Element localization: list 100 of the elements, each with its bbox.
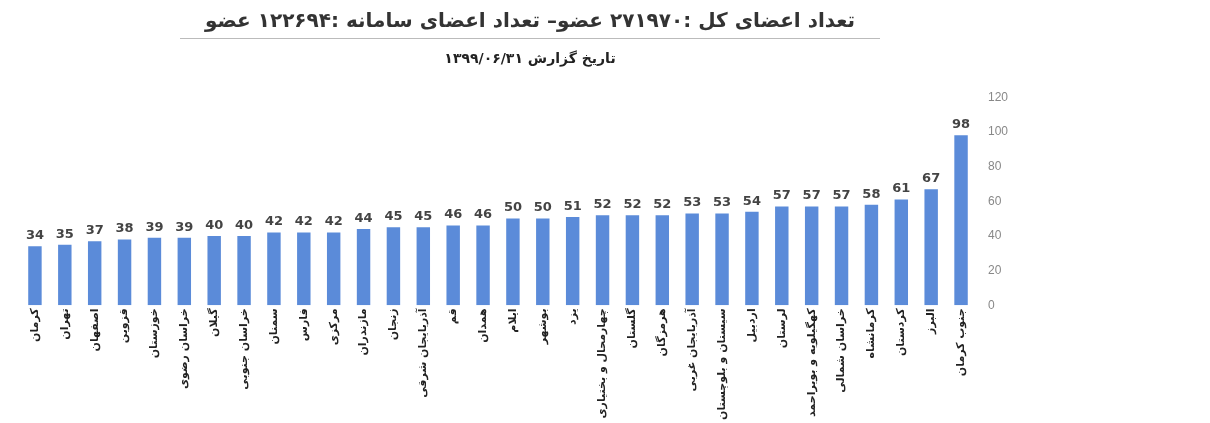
data-label: 53 xyxy=(683,194,702,210)
x-tick-label: کرمانشاه xyxy=(864,307,878,359)
data-label: 52 xyxy=(623,196,642,212)
data-label: 40 xyxy=(205,216,224,232)
data-label: 42 xyxy=(294,213,313,229)
y-tick-label: 0 xyxy=(987,297,995,312)
x-tick-label: بوشهر xyxy=(535,308,549,346)
data-label: 61 xyxy=(892,180,911,196)
y-tick-label: 40 xyxy=(987,228,1002,243)
bar xyxy=(267,232,281,306)
data-label: 57 xyxy=(772,187,791,203)
data-label: 39 xyxy=(175,218,194,234)
data-label: 51 xyxy=(563,197,582,213)
x-tick-label: کردستان xyxy=(894,307,908,357)
data-label: 98 xyxy=(951,116,971,132)
bar xyxy=(87,241,102,306)
bar xyxy=(386,227,401,306)
y-tick-label: 80 xyxy=(987,158,1002,173)
x-tick-label: قم xyxy=(446,308,460,325)
bar xyxy=(625,215,640,306)
data-label: 37 xyxy=(85,222,104,238)
x-tick-label: سمنان xyxy=(266,308,280,345)
x-tick-label: مازندران xyxy=(356,308,370,356)
bar xyxy=(536,218,550,306)
data-label: 46 xyxy=(444,206,463,222)
data-label: 45 xyxy=(384,208,403,224)
x-tick-label: کهگیلویه و بویراحمد xyxy=(804,307,818,418)
x-tick-label: جنوب کرمان xyxy=(953,308,967,377)
data-label: 39 xyxy=(145,218,164,234)
x-tick-label: سیستان و بلوچستان xyxy=(714,308,728,420)
x-tick-label: لرستان xyxy=(774,308,788,349)
x-tick-label: آذربایجان غربی xyxy=(684,308,699,392)
bar xyxy=(864,204,879,306)
bar xyxy=(237,235,251,306)
data-label: 42 xyxy=(324,213,343,229)
bar xyxy=(894,199,909,306)
x-tick-label: اردبیل xyxy=(744,308,758,343)
data-label: 44 xyxy=(354,209,373,225)
data-label: 38 xyxy=(115,220,134,236)
x-tick-label: همدان xyxy=(475,308,489,343)
x-tick-label: قزوین xyxy=(117,308,131,344)
data-label: 57 xyxy=(802,187,821,203)
data-label: 52 xyxy=(653,196,672,212)
bar xyxy=(685,213,699,306)
bar xyxy=(565,216,580,306)
bar xyxy=(834,206,849,306)
bar xyxy=(446,225,460,306)
bar xyxy=(356,229,371,306)
data-label: 58 xyxy=(862,185,881,201)
x-tick-label: گیلان xyxy=(207,307,221,337)
bar xyxy=(954,135,968,306)
y-tick-label: 100 xyxy=(987,124,1009,139)
x-tick-label: زنجان xyxy=(386,308,400,341)
data-label: 50 xyxy=(503,199,522,215)
bar xyxy=(326,232,341,306)
x-tick-label: هرمزگان xyxy=(655,308,669,357)
bar xyxy=(804,206,819,306)
x-tick-label: خراسان شمالی xyxy=(834,308,848,393)
x-tick-label: البرز xyxy=(924,308,938,335)
bar xyxy=(924,189,938,306)
x-tick-label: اصفهان xyxy=(87,308,101,352)
bar xyxy=(655,215,670,306)
data-label: 46 xyxy=(474,206,493,222)
x-tick-label: کرمان xyxy=(27,307,41,342)
data-label: 50 xyxy=(533,199,552,215)
bar xyxy=(117,239,132,306)
data-label: 57 xyxy=(832,187,851,203)
x-tick-label: مرکزی xyxy=(326,308,340,346)
bar xyxy=(595,215,610,306)
bar xyxy=(297,232,311,306)
chart-subtitle: تاریخ گزارش ۱۳۹۹/۰۶/۳۱ xyxy=(443,50,617,66)
x-tick-label: خراسان جنوبی xyxy=(236,308,250,390)
x-tick-label: خراسان رضوی xyxy=(177,308,191,389)
bar xyxy=(775,206,789,306)
bar xyxy=(416,227,431,306)
y-tick-label: 120 xyxy=(987,89,1009,104)
data-label: 45 xyxy=(414,208,433,224)
bar xyxy=(58,244,72,306)
x-tick-label: یزد xyxy=(565,308,579,325)
bar xyxy=(476,225,490,306)
bar xyxy=(207,235,221,306)
x-tick-label: خوزستان xyxy=(147,308,161,359)
x-tick-label: فارس xyxy=(296,308,310,342)
data-label: 52 xyxy=(593,196,612,212)
data-label: 54 xyxy=(742,192,761,208)
bar xyxy=(28,246,42,306)
bar xyxy=(147,237,162,306)
bar xyxy=(506,218,520,306)
data-label: 35 xyxy=(55,225,74,241)
bar xyxy=(745,211,759,306)
data-label: 67 xyxy=(922,170,941,186)
data-label: 42 xyxy=(264,213,283,229)
data-label: 53 xyxy=(713,194,732,210)
x-tick-label: تهران xyxy=(57,308,71,340)
chart-title: تعداد اعضای کل :۲۷۱۹۷۰ عضو– تعداد اعضای سامانه :۱۲۲۶۹۴ عضو xyxy=(180,8,880,39)
data-label: 34 xyxy=(25,227,44,243)
data-label: 40 xyxy=(235,216,254,232)
bar xyxy=(715,213,729,306)
y-tick-label: 60 xyxy=(987,193,1002,208)
x-tick-label: گلستان xyxy=(625,307,639,349)
